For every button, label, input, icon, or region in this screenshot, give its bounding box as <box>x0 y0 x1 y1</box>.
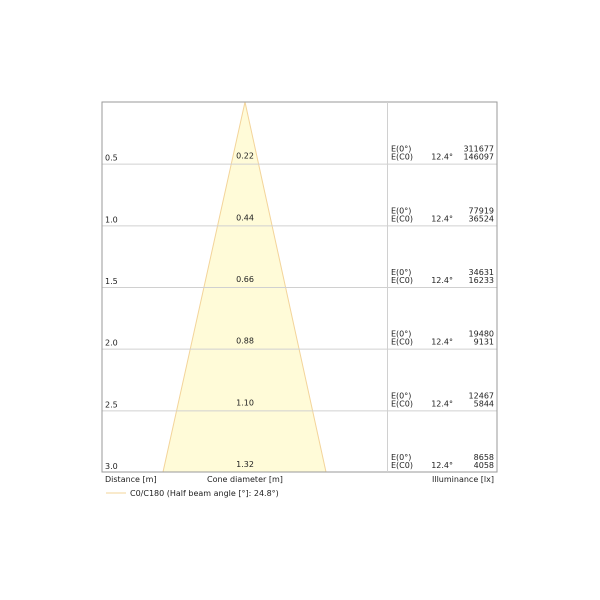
ec0-illuminance-value: 146097 <box>463 153 494 162</box>
distance-value: 3.0 <box>105 462 118 471</box>
e0-illuminance-value: 8658 <box>474 453 494 462</box>
distance-value: 1.5 <box>105 277 118 286</box>
distance-value: 0.5 <box>105 154 118 163</box>
angle-value: 12.4° <box>431 214 453 223</box>
distance-value: 2.5 <box>105 400 118 409</box>
cone-diameter-value: 0.66 <box>236 275 254 284</box>
e0-label: E(0°) <box>391 206 411 215</box>
illuminance-axis-label: Illuminance [lx] <box>432 475 494 484</box>
ec0-label: E(C0) <box>391 399 413 408</box>
cone-diameter-value: 0.44 <box>236 213 254 222</box>
angle-value: 12.4° <box>431 276 453 285</box>
e0-illuminance-value: 311677 <box>463 145 494 154</box>
angle-value: 12.4° <box>431 461 453 470</box>
cone-diameter-value: 1.10 <box>236 398 254 407</box>
ec0-illuminance-value: 4058 <box>474 461 494 470</box>
ec0-illuminance-value: 36524 <box>469 214 494 223</box>
e0-illuminance-value: 12467 <box>469 391 494 400</box>
cone-diameter-value: 0.88 <box>236 337 254 346</box>
legend-label: C0/C180 (Half beam angle [°]: 24.8°) <box>130 489 279 498</box>
distance-axis-label: Distance [m] <box>105 475 157 484</box>
ec0-label: E(C0) <box>391 338 413 347</box>
ec0-label: E(C0) <box>391 214 413 223</box>
ec0-illuminance-value: 5844 <box>474 399 494 408</box>
e0-illuminance-value: 19480 <box>469 330 494 339</box>
e0-label: E(0°) <box>391 391 411 400</box>
angle-value: 12.4° <box>431 153 453 162</box>
ec0-label: E(C0) <box>391 276 413 285</box>
ec0-label: E(C0) <box>391 461 413 470</box>
e0-label: E(0°) <box>391 453 411 462</box>
angle-value: 12.4° <box>431 338 453 347</box>
distance-value: 2.0 <box>105 339 118 348</box>
e0-label: E(0°) <box>391 145 411 154</box>
cone-diameter-value: 1.32 <box>236 460 254 469</box>
diagram-frame <box>101 101 498 473</box>
e0-illuminance-value: 34631 <box>469 268 494 277</box>
ec0-illuminance-value: 9131 <box>474 338 494 347</box>
e0-illuminance-value: 77919 <box>469 206 494 215</box>
ec0-label: E(C0) <box>391 153 413 162</box>
e0-label: E(0°) <box>391 268 411 277</box>
ec0-illuminance-value: 16233 <box>469 276 494 285</box>
e0-label: E(0°) <box>391 330 411 339</box>
distance-value: 1.0 <box>105 215 118 224</box>
cone-diameter-value: 0.22 <box>236 152 254 161</box>
diameter-axis-label: Cone diameter [m] <box>207 475 283 484</box>
angle-value: 12.4° <box>431 399 453 408</box>
